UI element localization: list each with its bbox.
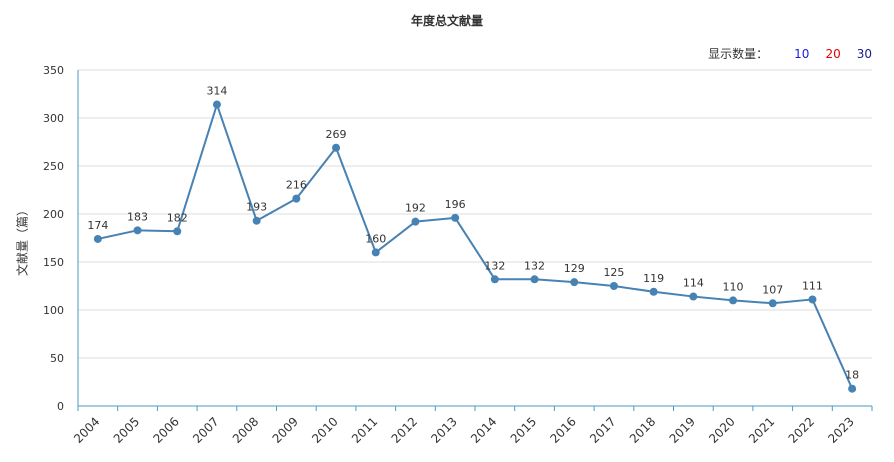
data-point[interactable] xyxy=(570,278,579,287)
data-label: 132 xyxy=(484,259,505,272)
x-tick-label: 2015 xyxy=(508,414,539,445)
x-tick-label: 2017 xyxy=(587,414,618,445)
data-point[interactable] xyxy=(133,226,142,235)
data-label: 193 xyxy=(246,201,267,214)
display-count-option-30[interactable]: 30 xyxy=(856,46,872,61)
x-tick-label: 2013 xyxy=(428,414,459,445)
data-label: 216 xyxy=(286,179,307,192)
data-point[interactable] xyxy=(609,282,618,290)
data-label: 183 xyxy=(127,210,148,223)
data-label: 119 xyxy=(643,272,664,285)
data-label: 314 xyxy=(206,85,227,98)
data-point[interactable] xyxy=(332,143,341,152)
x-tick-label: 2010 xyxy=(309,414,340,445)
data-label: 129 xyxy=(564,262,585,275)
data-label: 192 xyxy=(405,202,426,215)
data-point[interactable] xyxy=(173,227,182,236)
x-tick-label: 2004 xyxy=(71,414,102,445)
y-tick-label: 250 xyxy=(43,160,64,173)
data-point[interactable] xyxy=(808,295,817,304)
y-tick-label: 50 xyxy=(50,352,64,365)
x-tick-label: 2007 xyxy=(190,414,221,445)
data-point[interactable] xyxy=(411,217,420,226)
data-label: 160 xyxy=(365,232,386,245)
data-label: 125 xyxy=(603,266,624,279)
data-point[interactable] xyxy=(371,248,380,257)
x-tick-label: 2019 xyxy=(667,414,698,445)
x-tick-label: 2012 xyxy=(389,414,420,445)
data-point[interactable] xyxy=(729,296,738,305)
data-point[interactable] xyxy=(848,384,857,393)
y-tick-label: 100 xyxy=(43,304,64,317)
data-label: 174 xyxy=(87,219,108,232)
data-point[interactable] xyxy=(292,194,301,203)
data-label: 18 xyxy=(845,369,859,382)
x-tick-label: 2005 xyxy=(111,414,142,445)
data-label: 110 xyxy=(723,280,744,293)
data-point[interactable] xyxy=(530,275,539,284)
series-line xyxy=(97,103,854,390)
data-point[interactable] xyxy=(451,213,460,222)
x-tick-label: 2009 xyxy=(270,414,301,445)
data-label: 132 xyxy=(524,259,545,272)
data-point[interactable] xyxy=(93,234,102,243)
y-tick-label: 0 xyxy=(57,400,64,413)
display-count-label: 显示数量： xyxy=(708,47,769,61)
data-point[interactable] xyxy=(252,216,261,225)
x-tick-label: 2014 xyxy=(468,414,499,445)
display-count-option-10[interactable]: 10 xyxy=(794,46,810,61)
x-tick-label: 2016 xyxy=(547,414,578,445)
data-label: 107 xyxy=(762,283,783,296)
data-point[interactable] xyxy=(490,275,499,284)
data-label: 269 xyxy=(326,128,347,141)
data-point[interactable] xyxy=(649,287,658,296)
x-tick-label: 2023 xyxy=(825,414,856,445)
display-count-selector: 显示数量： 10 20 30 xyxy=(708,45,872,62)
x-tick-label: 2008 xyxy=(230,414,261,445)
x-tick-label: 2006 xyxy=(150,414,181,445)
display-count-option-20[interactable]: 20 xyxy=(825,46,841,61)
chart-title: 年度总文献量 xyxy=(410,14,483,28)
data-point[interactable] xyxy=(689,292,698,301)
data-point[interactable] xyxy=(212,100,221,109)
data-label: 196 xyxy=(445,198,466,211)
y-tick-label: 300 xyxy=(43,112,64,125)
y-tick-label: 350 xyxy=(43,64,64,77)
data-label: 114 xyxy=(683,277,704,290)
x-tick-label: 2018 xyxy=(627,414,658,445)
x-tick-label: 2022 xyxy=(786,414,817,445)
x-tick-label: 2021 xyxy=(746,414,777,445)
x-tick-label: 2011 xyxy=(349,414,380,445)
data-point[interactable] xyxy=(768,299,777,308)
y-tick-label: 150 xyxy=(43,256,64,269)
data-label: 182 xyxy=(167,211,188,224)
x-tick-label: 2020 xyxy=(706,414,737,445)
y-tick-label: 200 xyxy=(43,208,64,221)
data-label: 111 xyxy=(802,279,823,292)
